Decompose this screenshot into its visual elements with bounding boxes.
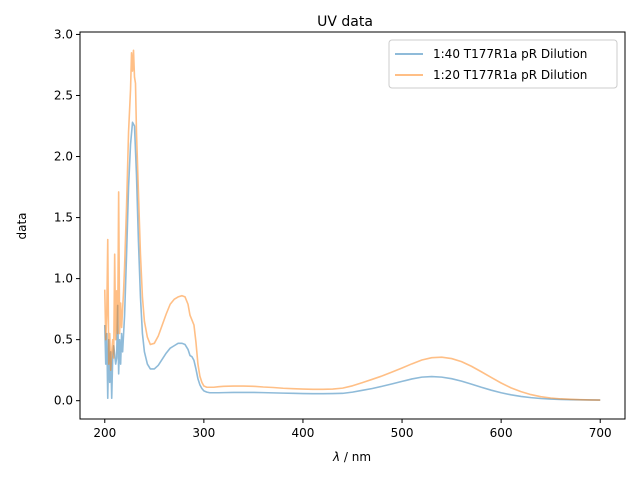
y-tick-label: 3.0 [54,27,73,41]
y-axis-ticks: 0.0 0.5 1.0 1.5 2.0 2.5 3.0 [54,27,80,408]
legend-label-series-1: 1:40 T177R1a pR Dilution [433,47,587,61]
y-tick-label: 0.5 [54,333,73,347]
y-tick-label: 2.5 [54,88,73,102]
x-axis-label-symbol: λ [332,450,340,464]
legend-label-series-2: 1:20 T177R1a pR Dilution [433,68,587,82]
x-tick-label: 300 [192,426,215,440]
x-tick-label: 700 [589,426,612,440]
plot-lines [103,49,601,401]
x-tick-label: 600 [490,426,513,440]
x-tick-label: 500 [391,426,414,440]
series-line-2 [103,49,601,401]
series-line-1 [103,121,601,401]
plot-frame [79,31,626,420]
y-tick-label: 1.5 [54,211,73,225]
legend-box [388,39,618,89]
x-axis-label: λ / nm [332,450,371,464]
y-tick-label: 0.0 [54,394,73,408]
x-axis-ticks: 200 300 400 500 600 700 [93,419,612,440]
x-tick-label: 400 [292,426,315,440]
x-axis-label-unit: / nm [340,450,371,464]
x-tick-label: 200 [93,426,116,440]
chart-title: UV data [317,14,373,30]
y-axis-label: data [15,212,29,239]
legend: 1:40 T177R1a pR Dilution 1:20 T177R1a pR… [388,39,618,89]
y-tick-label: 2.0 [54,150,73,164]
y-tick-label: 1.0 [54,272,73,286]
